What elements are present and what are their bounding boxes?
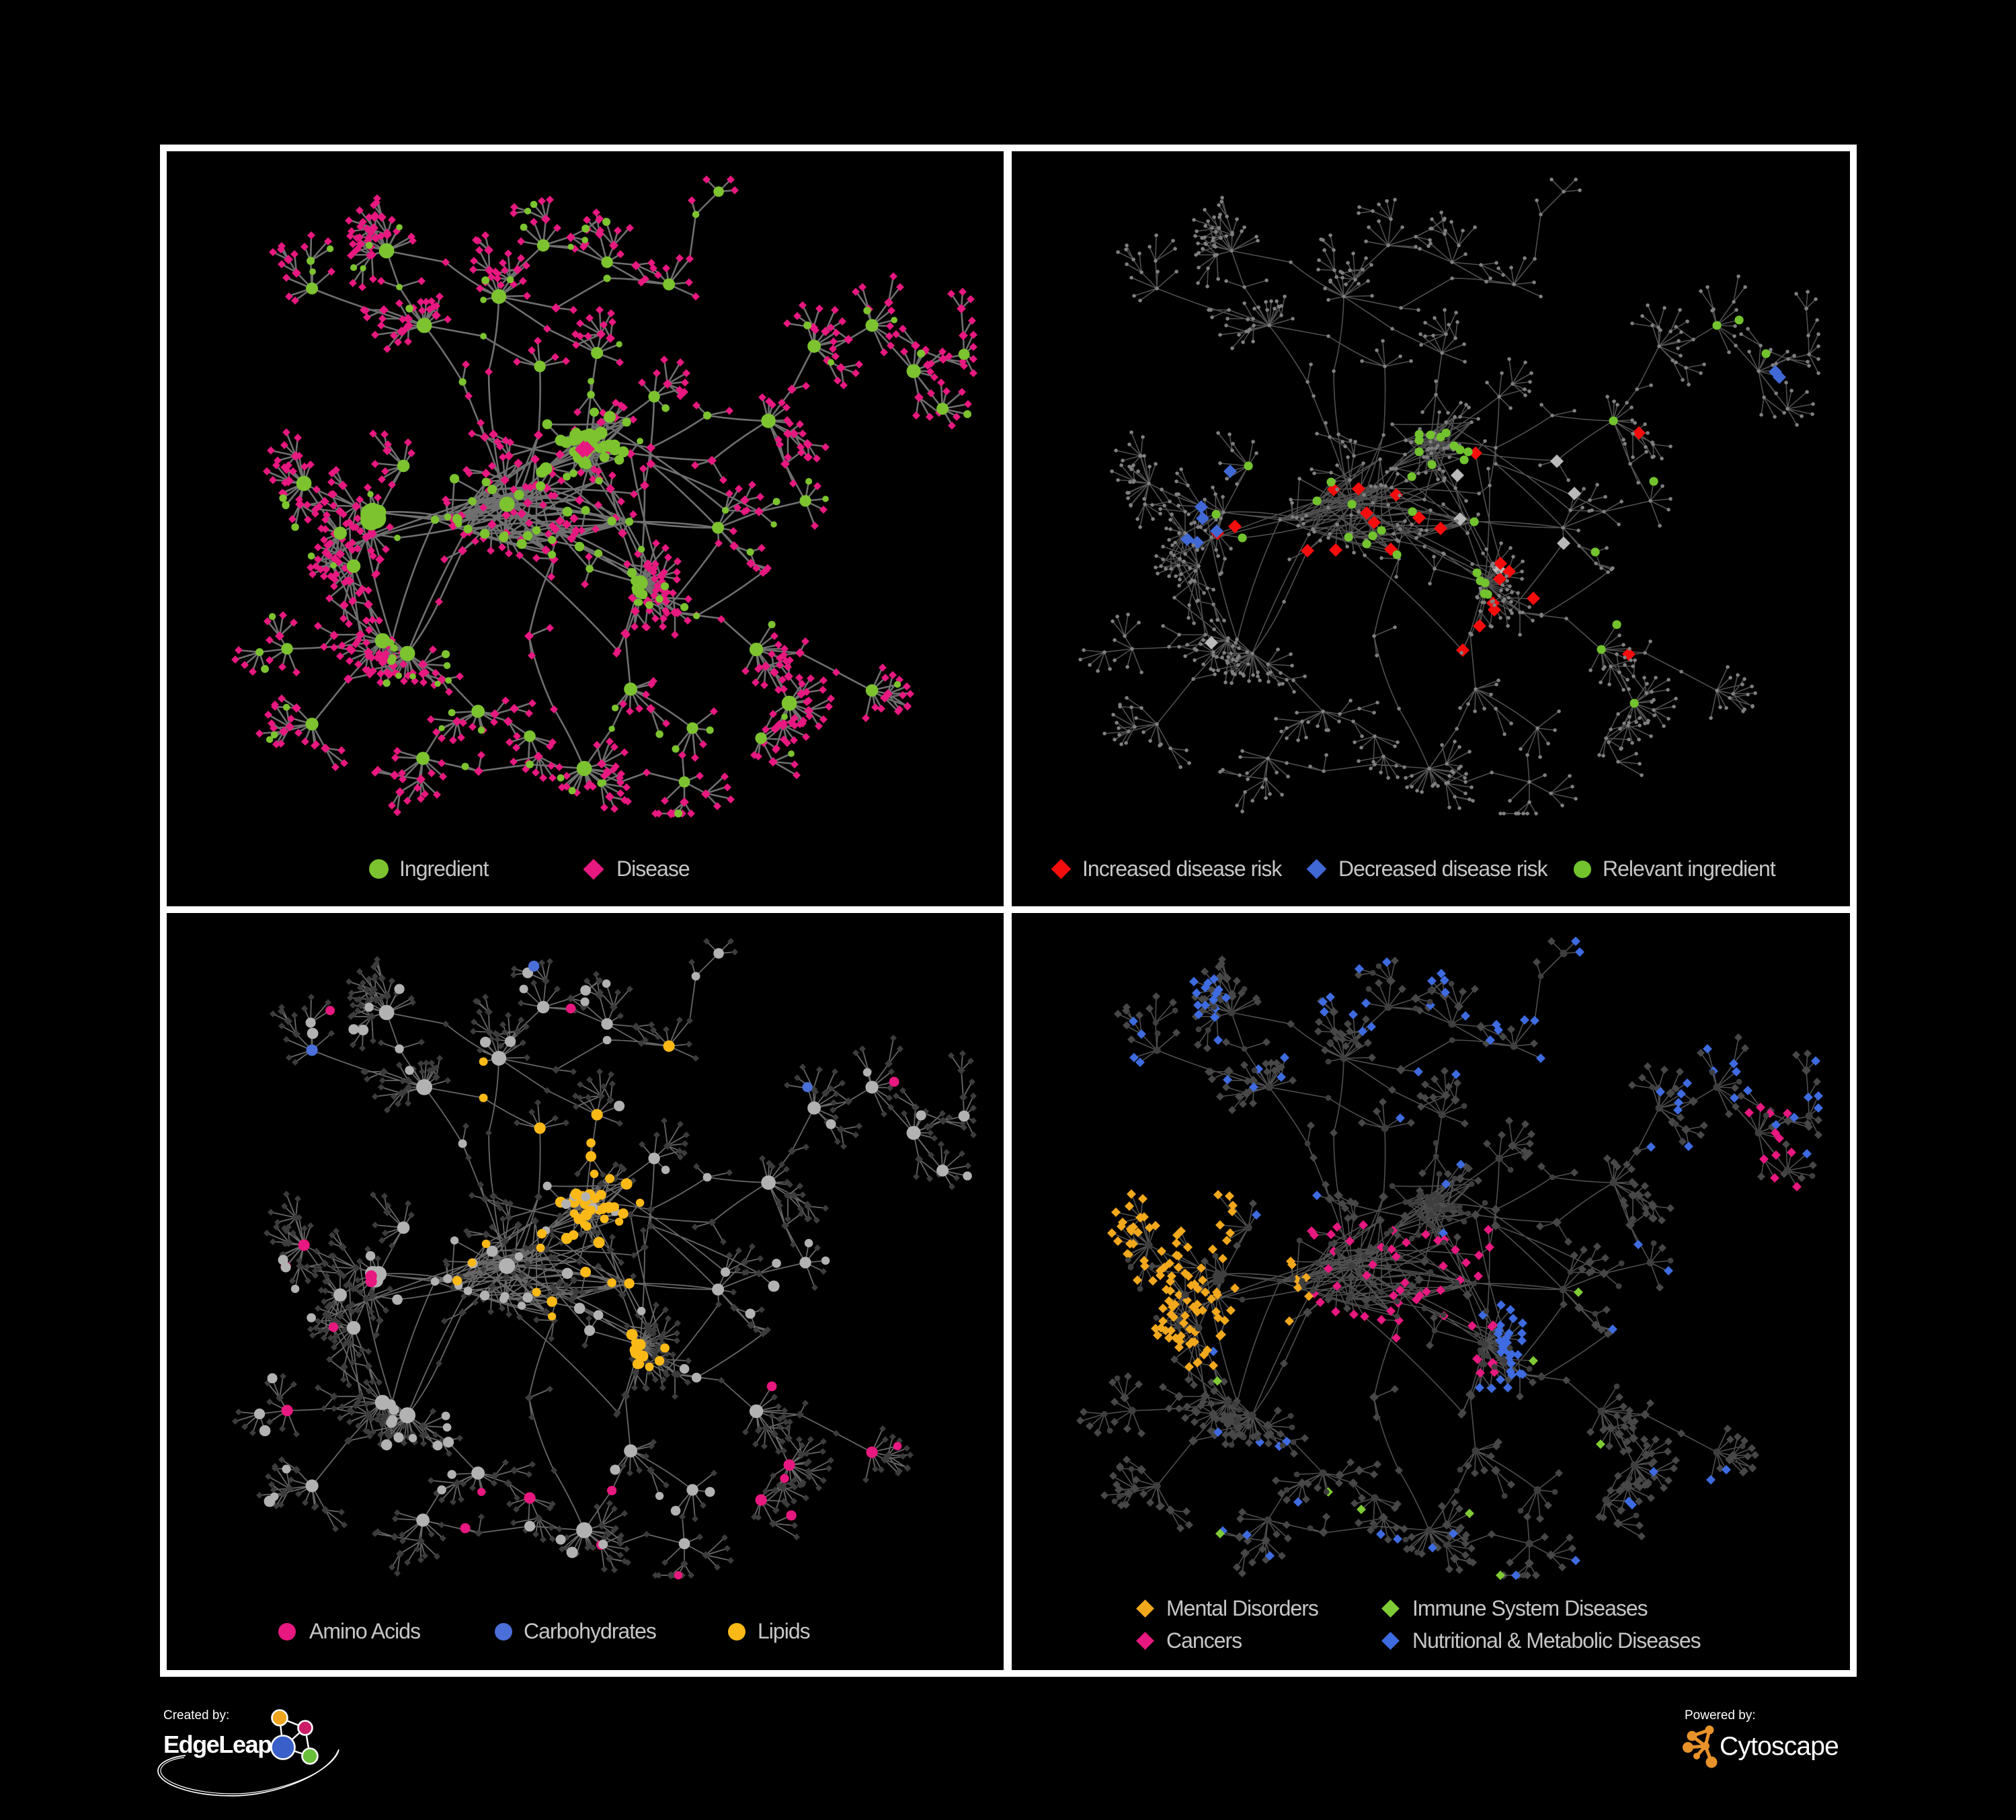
svg-text:EdgeLeap: EdgeLeap [163,1731,272,1758]
svg-text:Cytoscape: Cytoscape [1720,1732,1839,1761]
